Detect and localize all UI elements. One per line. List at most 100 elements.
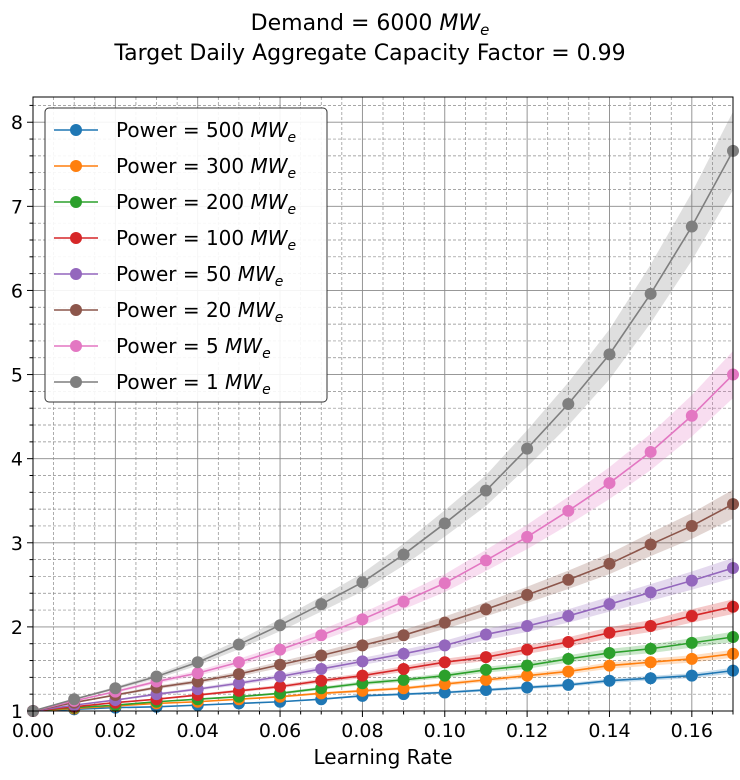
data-point: [479, 603, 492, 616]
legend-marker: [70, 340, 82, 352]
data-point: [603, 659, 616, 672]
data-point: [274, 619, 287, 632]
data-point: [438, 639, 451, 652]
legend-marker: [70, 124, 82, 136]
legend-item: Power = 1 MWe: [54, 370, 271, 398]
data-point: [479, 651, 492, 664]
data-point: [685, 574, 698, 587]
x-tick-label: 0.12: [506, 720, 548, 742]
series-line: [33, 503, 733, 711]
data-point: [68, 693, 81, 706]
series-lines: [33, 150, 733, 711]
legend-marker: [70, 376, 82, 388]
data-point: [191, 667, 204, 680]
legend-item: Power = 50 MWe: [54, 262, 283, 290]
data-point: [438, 616, 451, 629]
data-point: [603, 557, 616, 570]
data-point: [315, 598, 328, 611]
y-tick-label: 2: [11, 617, 23, 639]
data-point: [397, 682, 410, 695]
data-point: [397, 647, 410, 660]
data-point: [603, 626, 616, 639]
legend-label: Power = 200 MWe: [116, 190, 296, 218]
data-point: [397, 629, 410, 642]
data-point: [109, 682, 122, 695]
data-point: [685, 609, 698, 622]
data-point: [232, 638, 245, 651]
x-axis-label: Learning Rate: [313, 745, 452, 769]
data-point: [438, 656, 451, 669]
legend-box: [44, 107, 328, 403]
axis-ticks: [27, 104, 734, 717]
data-point: [644, 538, 657, 551]
data-point: [685, 519, 698, 532]
data-point: [479, 554, 492, 567]
y-tick-label: 1: [11, 701, 23, 723]
data-point: [479, 663, 492, 676]
data-point: [603, 348, 616, 361]
data-point: [356, 639, 369, 652]
legend: Power = 500 MWe Power = 300 MWe Power = 20…: [44, 107, 328, 403]
data-point: [603, 646, 616, 659]
data-point: [191, 656, 204, 669]
data-point: [438, 517, 451, 530]
data-point: [644, 445, 657, 458]
legend-item: Power = 200 MWe: [54, 190, 296, 218]
data-point: [356, 613, 369, 626]
data-point: [644, 287, 657, 300]
data-point: [644, 620, 657, 633]
data-point: [685, 652, 698, 665]
data-point: [562, 398, 575, 410]
data-point: [521, 681, 534, 694]
x-tick-label: 0.16: [671, 720, 713, 742]
data-point: [438, 669, 451, 682]
legend-label: Power = 100 MWe: [116, 226, 296, 254]
legend-item: Power = 300 MWe: [54, 154, 296, 182]
data-point: [644, 642, 657, 655]
x-axis-tick-labels: 0.00 0.02 0.04 0.06 0.08 0.10 0.12 0.14 0.16: [12, 720, 713, 742]
data-point: [685, 220, 698, 233]
legend-marker: [70, 304, 82, 316]
data-point: [603, 598, 616, 611]
data-point: [356, 655, 369, 668]
data-point: [562, 504, 575, 517]
x-tick-label: 0.00: [12, 720, 54, 742]
legend-label: Power = 1 MWe: [116, 370, 271, 398]
data-point: [315, 662, 328, 675]
x-tick-label: 0.08: [341, 720, 383, 742]
x-tick-label: 0.06: [259, 720, 301, 742]
y-tick-label: 6: [11, 280, 23, 302]
data-point: [438, 686, 451, 699]
data-point: [397, 662, 410, 675]
data-point: [232, 677, 245, 690]
chart-title-line-1: Demand = 6000 MWe: [251, 11, 490, 39]
data-point: [521, 620, 534, 633]
data-point: [521, 530, 534, 543]
data-point: [562, 678, 575, 691]
series-line: [33, 605, 733, 711]
y-tick-label: 7: [11, 196, 23, 218]
y-tick-label: 5: [11, 365, 23, 387]
series-line: [33, 567, 733, 711]
data-point: [685, 636, 698, 649]
data-point: [356, 669, 369, 682]
legend-label: Power = 500 MWe: [116, 118, 296, 146]
data-point: [191, 675, 204, 688]
data-point: [685, 669, 698, 682]
legend-marker: [70, 232, 82, 244]
data-point: [274, 670, 287, 683]
y-tick-label: 3: [11, 533, 23, 555]
data-point: [521, 643, 534, 656]
series-markers: [27, 144, 739, 717]
data-point: [232, 656, 245, 669]
data-point: [521, 442, 534, 455]
data-point: [315, 674, 328, 687]
data-point: [479, 484, 492, 497]
y-tick-label: 4: [11, 449, 23, 471]
legend-marker: [70, 160, 82, 172]
data-point: [274, 658, 287, 671]
x-tick-label: 0.10: [424, 720, 466, 742]
series-line: [33, 653, 733, 711]
series-line: [33, 373, 733, 711]
legend-item: Power = 20 MWe: [54, 298, 283, 326]
